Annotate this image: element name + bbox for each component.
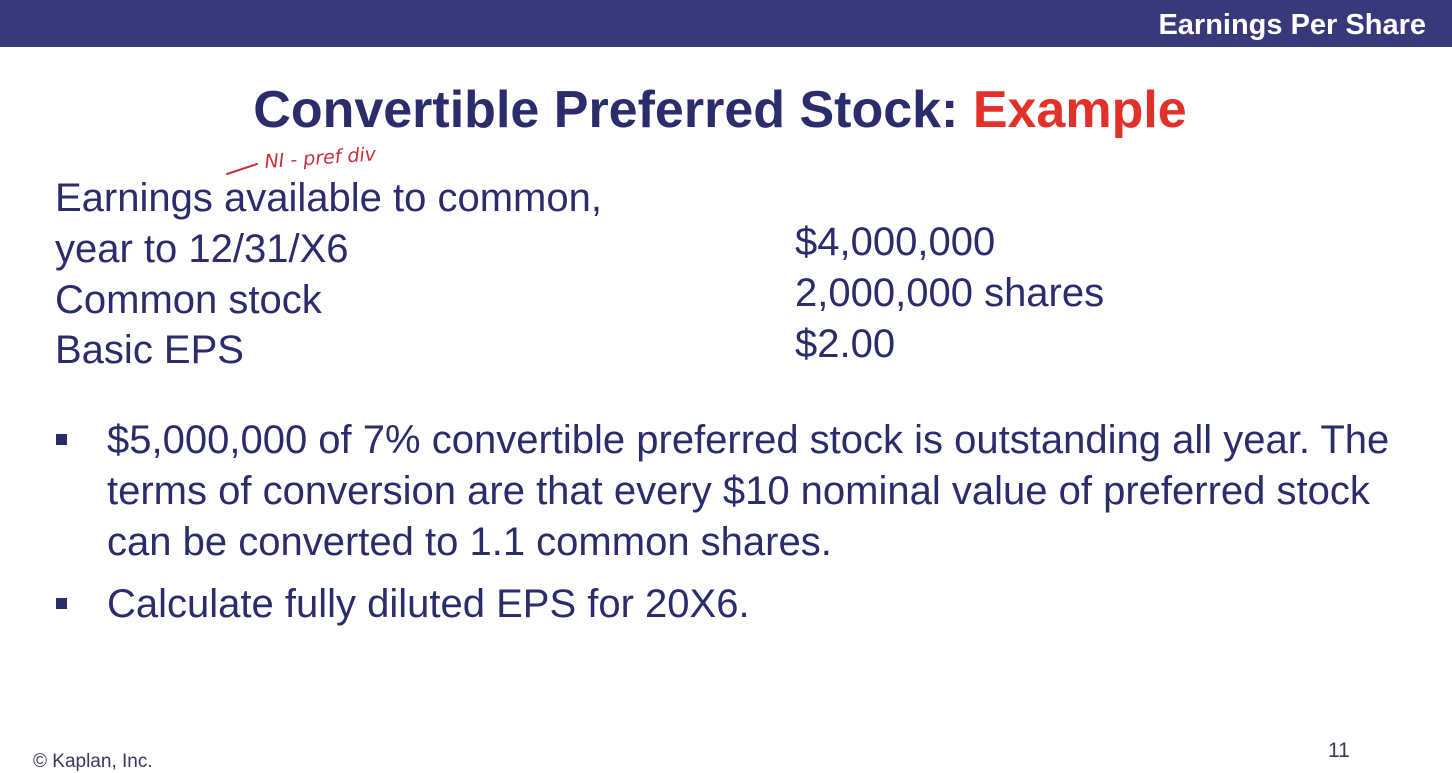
row-label-year: year to 12/31/X6 [55, 227, 349, 271]
square-bullet-icon [56, 598, 67, 609]
slide-title: Convertible Preferred Stock: Example [0, 80, 1440, 140]
row-label-earnings-available: Earnings available to common, [55, 176, 602, 220]
row-label-common-stock: Common stock [55, 278, 322, 322]
handwritten-annotation: NI - pref div [226, 144, 378, 175]
row-label-basic-eps: Basic EPS [55, 328, 244, 372]
row-value-common-stock: 2,000,000 shares [795, 271, 1105, 315]
page-number: 11 [1328, 739, 1350, 762]
copyright: © Kaplan, Inc. [33, 751, 153, 772]
slide-title-main: Convertible Preferred Stock: [253, 81, 959, 139]
bullet-item-calculate: Calculate fully diluted EPS for 20X6. [107, 582, 750, 626]
row-value-basic-eps: $2.00 [795, 322, 896, 366]
header-bar: Earnings Per Share [0, 0, 1452, 47]
annotation-note: NI - pref div [264, 144, 378, 173]
slide-title-accent: Example [972, 81, 1187, 139]
bullet-item-preferred-stock: $5,000,000 of 7% convertible preferred s… [107, 418, 1390, 564]
annotation-stroke [226, 163, 258, 175]
square-bullet-icon [56, 434, 67, 445]
row-value-earnings: $4,000,000 [795, 220, 996, 264]
section-title: Earnings Per Share [1158, 9, 1426, 41]
